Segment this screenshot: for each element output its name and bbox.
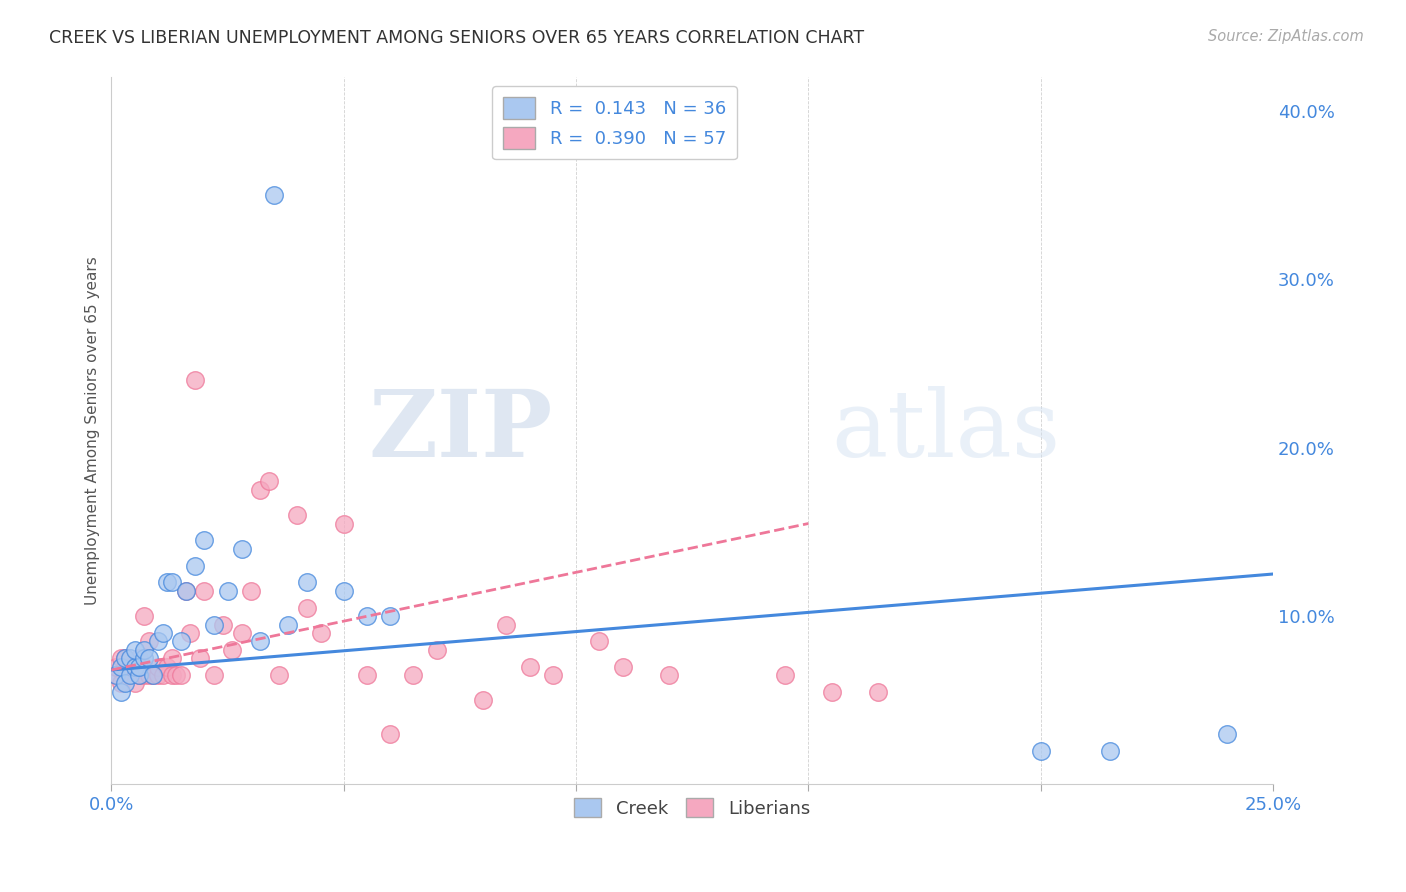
Point: [124, 659, 146, 673]
Point: [124, 659, 146, 673]
Point: [184, 373, 207, 387]
Point: [105, 659, 128, 673]
Point: [612, 659, 634, 673]
Point: [105, 668, 128, 682]
Point: [166, 668, 188, 682]
Text: atlas: atlas: [831, 386, 1062, 476]
Point: [259, 475, 281, 489]
Point: [212, 617, 235, 632]
Point: [110, 685, 132, 699]
Point: [202, 617, 225, 632]
Point: [295, 600, 318, 615]
Point: [179, 626, 201, 640]
Point: [128, 668, 150, 682]
Point: [263, 188, 285, 202]
Point: [110, 651, 132, 665]
Point: [332, 583, 354, 598]
Point: [114, 676, 136, 690]
Point: [820, 685, 842, 699]
Point: [128, 668, 150, 682]
Point: [1215, 727, 1237, 741]
Point: [138, 651, 160, 665]
Point: [519, 659, 541, 673]
Point: [231, 626, 253, 640]
Point: [110, 676, 132, 690]
Point: [170, 634, 193, 648]
Point: [156, 575, 179, 590]
Point: [146, 668, 169, 682]
Point: [110, 659, 132, 673]
Point: [156, 659, 179, 673]
Point: [118, 668, 141, 682]
Point: [152, 626, 174, 640]
Point: [118, 668, 141, 682]
Point: [541, 668, 564, 682]
Point: [118, 651, 141, 665]
Point: [114, 651, 136, 665]
Point: [132, 659, 155, 673]
Point: [184, 558, 207, 573]
Legend: Creek, Liberians: Creek, Liberians: [567, 791, 817, 825]
Point: [285, 508, 308, 522]
Point: [295, 575, 318, 590]
Point: [132, 609, 155, 624]
Point: [160, 651, 183, 665]
Point: [426, 642, 449, 657]
Point: [193, 533, 215, 548]
Point: [402, 668, 425, 682]
Point: [249, 483, 271, 497]
Point: [114, 651, 136, 665]
Point: [160, 668, 183, 682]
Point: [124, 676, 146, 690]
Point: [124, 642, 146, 657]
Point: [188, 651, 211, 665]
Point: [277, 617, 299, 632]
Point: [174, 583, 197, 598]
Point: [142, 668, 165, 682]
Point: [380, 727, 402, 741]
Point: [356, 609, 378, 624]
Point: [193, 583, 215, 598]
Point: [356, 668, 378, 682]
Text: Source: ZipAtlas.com: Source: ZipAtlas.com: [1208, 29, 1364, 44]
Point: [128, 659, 150, 673]
Point: [1029, 744, 1052, 758]
Point: [868, 685, 890, 699]
Point: [118, 659, 141, 673]
Point: [160, 575, 183, 590]
Point: [142, 668, 165, 682]
Point: [202, 668, 225, 682]
Point: [309, 626, 332, 640]
Point: [472, 693, 495, 707]
Point: [658, 668, 681, 682]
Point: [146, 659, 169, 673]
Point: [146, 634, 169, 648]
Point: [132, 651, 155, 665]
Point: [231, 541, 253, 556]
Text: CREEK VS LIBERIAN UNEMPLOYMENT AMONG SENIORS OVER 65 YEARS CORRELATION CHART: CREEK VS LIBERIAN UNEMPLOYMENT AMONG SEN…: [49, 29, 865, 46]
Point: [132, 668, 155, 682]
Point: [138, 634, 160, 648]
Point: [495, 617, 517, 632]
Point: [332, 516, 354, 531]
Point: [217, 583, 239, 598]
Point: [380, 609, 402, 624]
Point: [170, 668, 193, 682]
Point: [588, 634, 610, 648]
Point: [174, 583, 197, 598]
Point: [138, 668, 160, 682]
Point: [267, 668, 290, 682]
Point: [132, 642, 155, 657]
Point: [152, 668, 174, 682]
Point: [105, 668, 128, 682]
Point: [239, 583, 262, 598]
Y-axis label: Unemployment Among Seniors over 65 years: Unemployment Among Seniors over 65 years: [86, 257, 100, 606]
Point: [221, 642, 243, 657]
Point: [1099, 744, 1122, 758]
Point: [249, 634, 271, 648]
Point: [773, 668, 796, 682]
Text: ZIP: ZIP: [368, 386, 553, 476]
Point: [128, 651, 150, 665]
Point: [114, 659, 136, 673]
